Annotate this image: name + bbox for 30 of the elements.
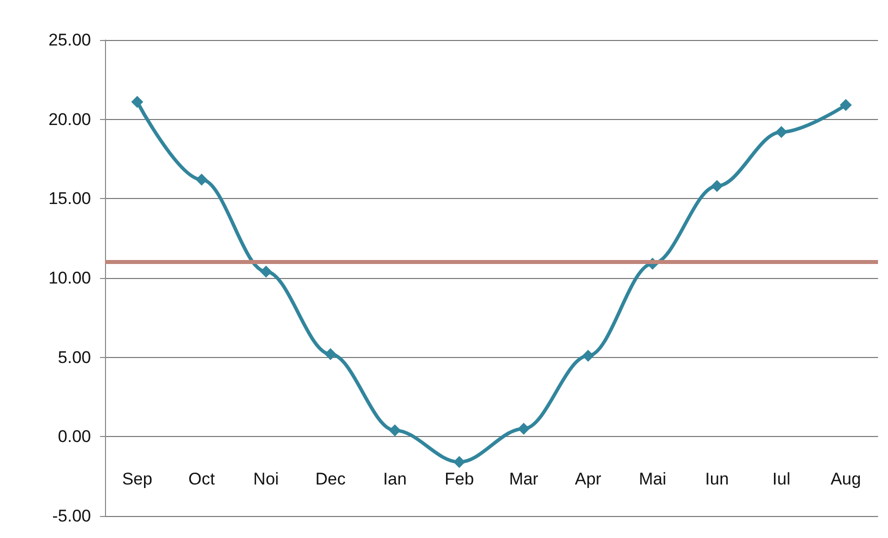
point	[518, 422, 530, 435]
x-tick-label: Apr	[574, 470, 602, 489]
point	[131, 96, 144, 108]
y-tick-label: 10.00	[48, 268, 91, 288]
x-tick-label: Mai	[638, 470, 666, 489]
y-tick-label: 15.00	[48, 189, 91, 208]
x-tick-label: Iun	[705, 470, 729, 489]
x-tick-label: Dec	[315, 470, 346, 489]
point	[324, 348, 336, 360]
point	[775, 126, 788, 138]
y-tick-label: -5.00	[52, 506, 91, 526]
point	[196, 174, 208, 186]
x-tick-label: Noi	[253, 470, 279, 489]
point	[840, 99, 852, 112]
x-tick-label: Iul	[772, 470, 790, 489]
x-tick-label: Feb	[444, 470, 474, 489]
point	[582, 350, 594, 362]
x-tick-label: Ian	[383, 470, 407, 489]
x-tick-label: Sep	[122, 470, 152, 489]
y-tick-label: 25.00	[48, 30, 91, 50]
x-tick-label: Aug	[830, 470, 861, 489]
y-tick-label: 20.00	[48, 110, 91, 129]
y-tick-label: 5.00	[58, 348, 91, 367]
point	[710, 180, 723, 192]
point	[260, 266, 272, 278]
point	[453, 456, 466, 468]
x-tick-label: Oct	[188, 470, 216, 489]
point	[388, 424, 401, 436]
y-tick-label: 0.00	[58, 427, 91, 446]
x-tick-label: Mar	[509, 470, 539, 489]
